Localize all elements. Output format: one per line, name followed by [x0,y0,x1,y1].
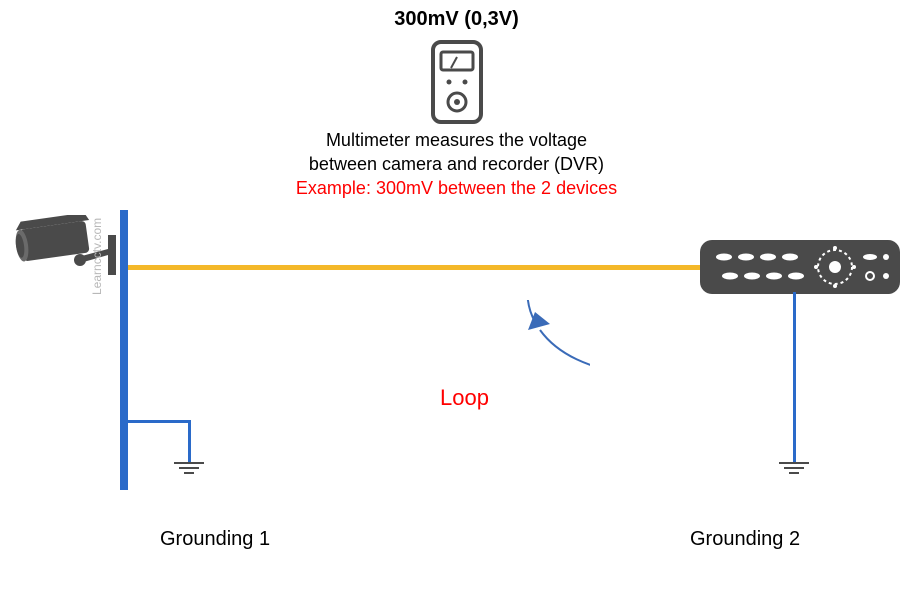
ground2-symbol [779,462,809,474]
watermark: Learncctv.com [90,218,104,295]
dvr-icon [700,240,900,299]
ground2-label: Grounding 2 [690,528,800,551]
ground2-vertical [793,292,796,462]
cable-wire [128,265,700,270]
description-line1: Multimeter measures the voltage [0,130,913,151]
ground1-vertical [188,420,191,462]
ground1-label: Grounding 1 [160,528,270,551]
multimeter-icon [427,40,487,129]
ground1-symbol [174,462,204,474]
voltage-title: 300mV (0,3V) [0,8,913,31]
ground1-horizontal [123,420,190,423]
camera-pole [120,210,128,490]
loop-label: Loop [440,385,489,411]
description-line2: between camera and recorder (DVR) [0,154,913,175]
example-text: Example: 300mV between the 2 devices [0,178,913,199]
